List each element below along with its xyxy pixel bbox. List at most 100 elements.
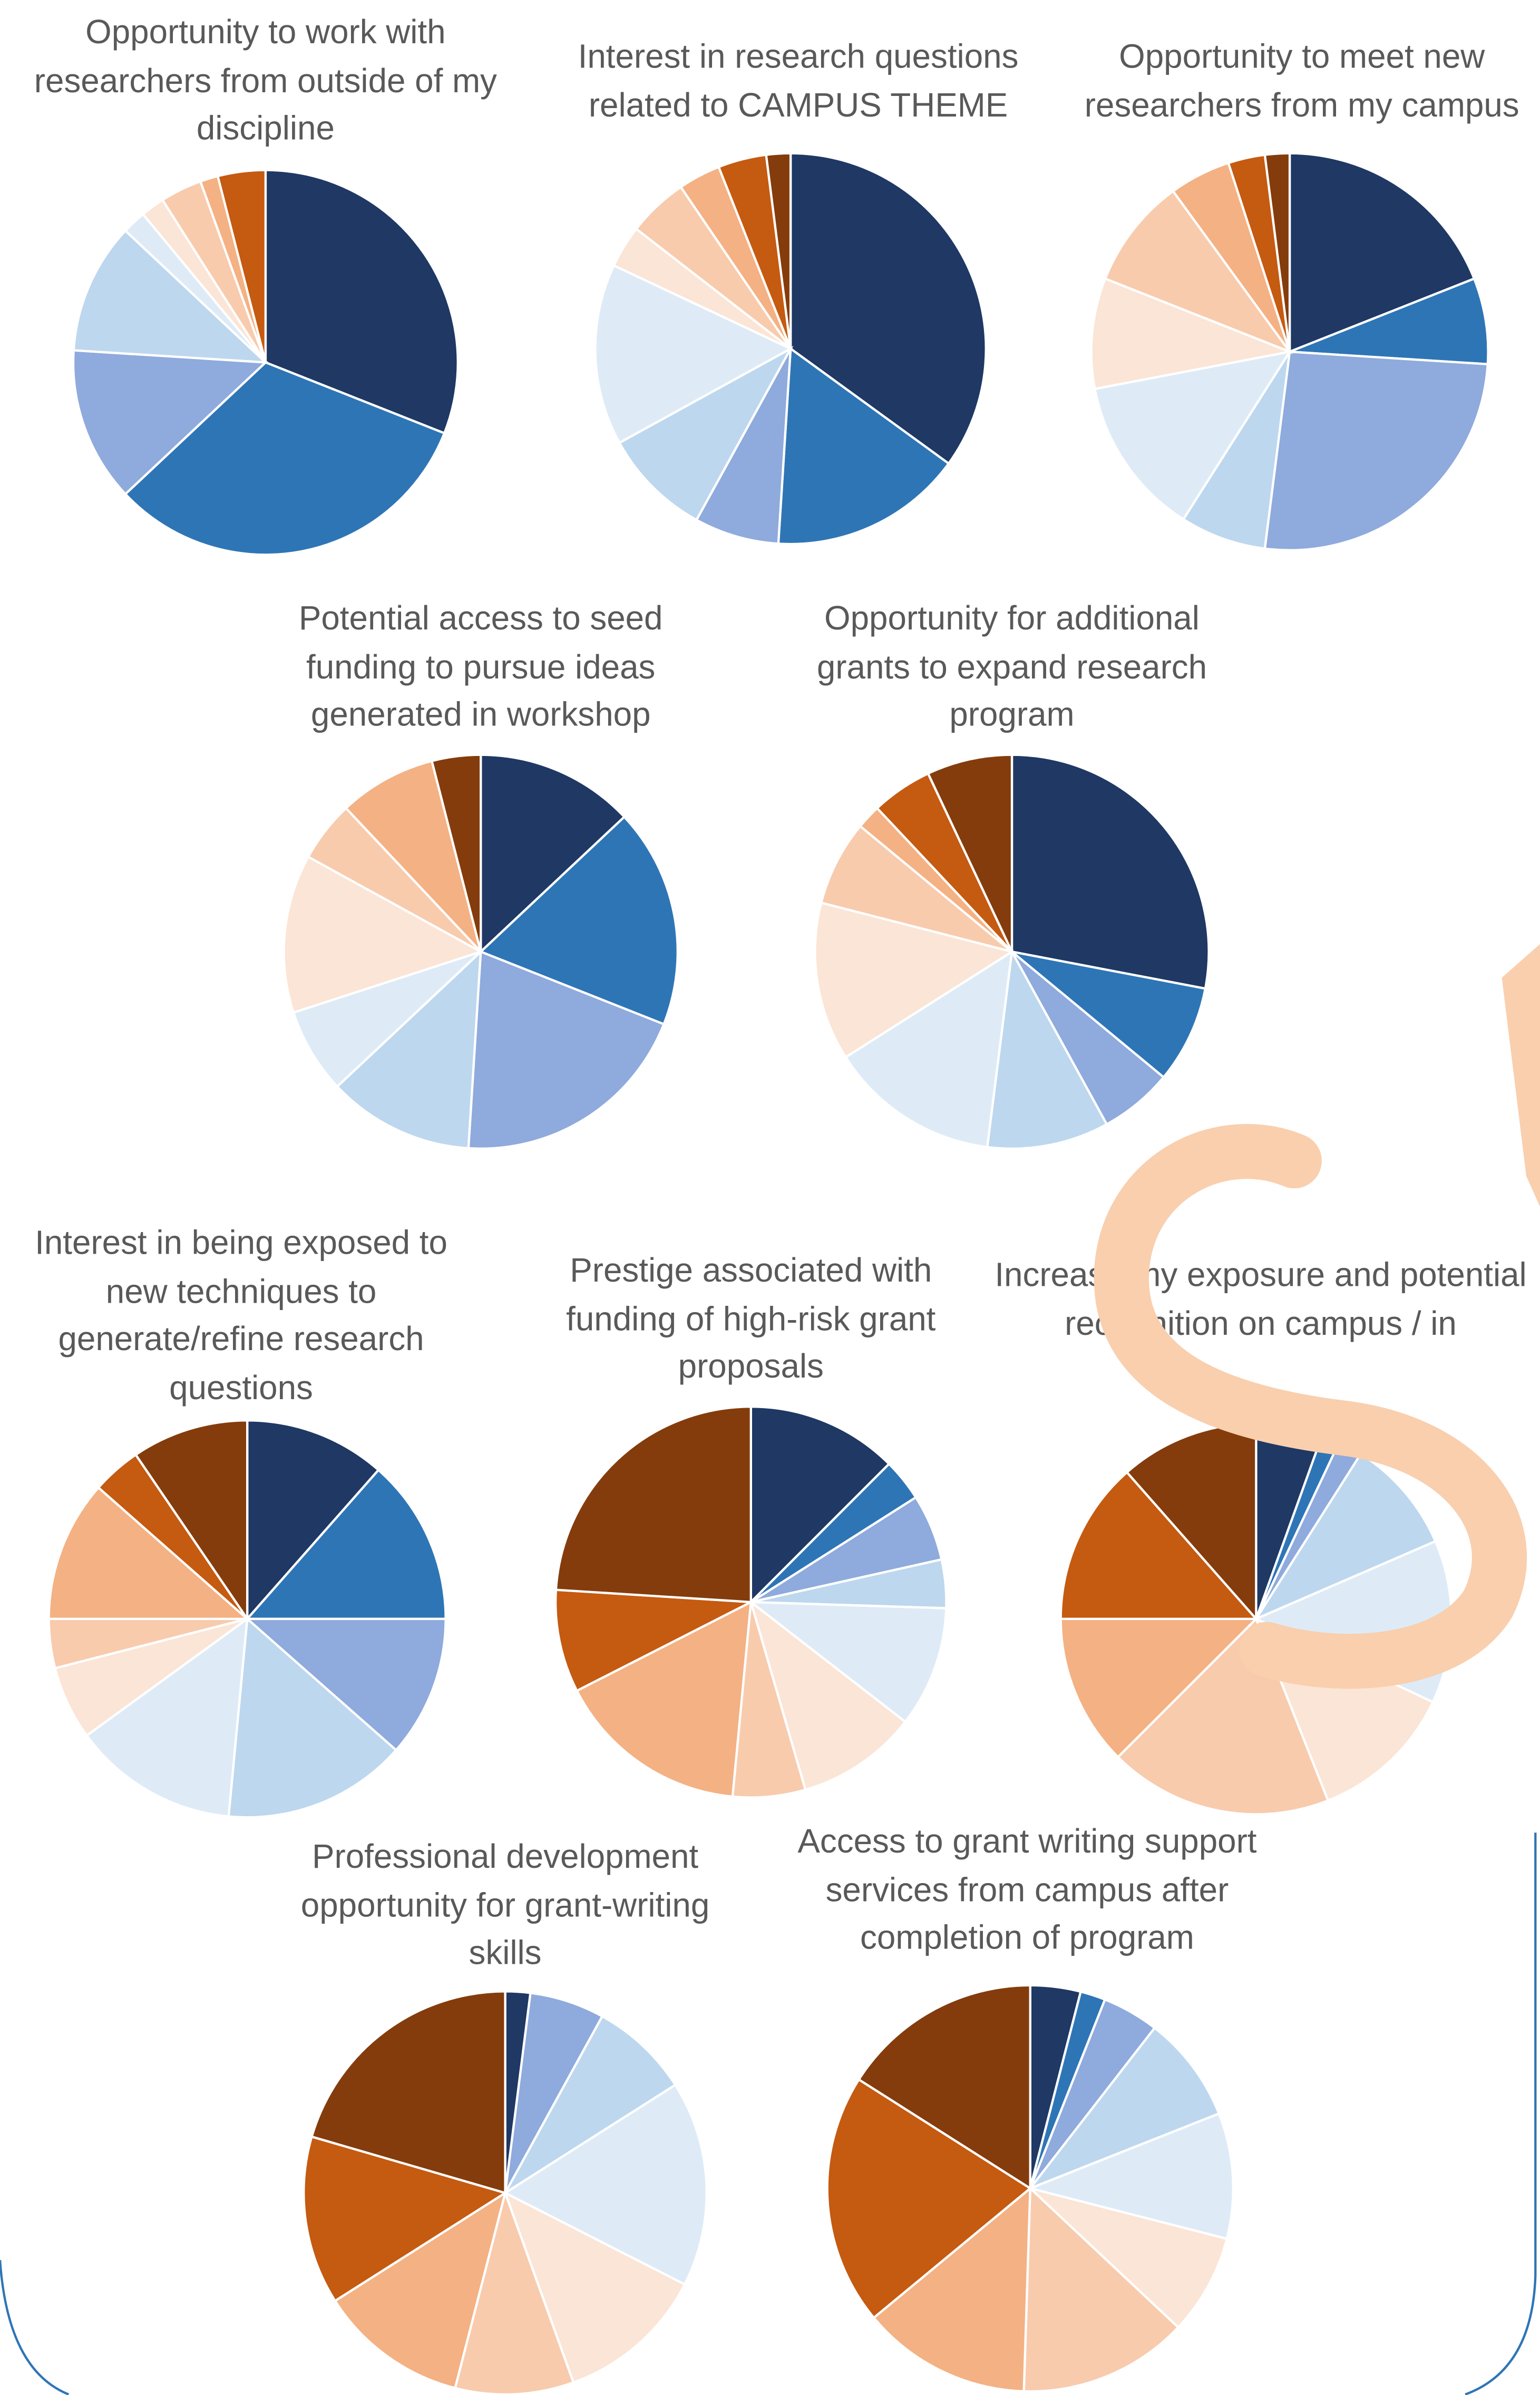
chart-title: Opportunity to meet new researchers from…: [1084, 37, 1519, 124]
chart-title: Interest in being exposed to new techniq…: [35, 1223, 447, 1406]
pie-slice: [986, 948, 1108, 1150]
pie-slice: [695, 348, 792, 545]
pie-slice: [264, 169, 459, 435]
title-box: Opportunity to meet new researchers from…: [1084, 37, 1519, 124]
pie-slice: [134, 1419, 249, 1623]
pie-slice: [453, 2189, 575, 2395]
pie-slice: [1104, 189, 1293, 354]
pie-slice: [216, 169, 267, 363]
pie-chart: Professional development opportunity for…: [300, 1837, 710, 2395]
pie-slice: [1263, 350, 1489, 551]
pie-slice: [844, 949, 1013, 1149]
pie-slice: [430, 753, 482, 952]
pie-slice: [503, 2190, 687, 2384]
pie-slice: [1116, 1616, 1330, 1816]
title-box: Interest in research questions related t…: [578, 37, 1019, 124]
pie-slice: [85, 1616, 249, 1818]
pie-slice: [504, 1991, 604, 2194]
pie-chart: Interest in being exposed to new techniq…: [35, 1223, 447, 1819]
pie-slice: [310, 1990, 506, 2195]
border: [1465, 1832, 1537, 2395]
title-box: Interest in being exposed to new techniq…: [35, 1223, 447, 1406]
title-box: Potential access to seed funding to purs…: [298, 599, 663, 734]
pie-slice: [303, 2135, 508, 2303]
chart-title: Opportunity for additional grants to exp…: [816, 599, 1207, 734]
pie-chart: Interest in research questions related t…: [578, 37, 1019, 546]
pie-slice: [479, 815, 679, 1026]
pie-slice: [1022, 2186, 1180, 2393]
pie-slice: [1059, 1470, 1259, 1620]
pie-chart: Prestige associated with funding of high…: [554, 1250, 948, 1799]
pie-chart: Potential access to seed funding to purs…: [282, 599, 679, 1150]
pie-slice: [480, 753, 626, 955]
pie-slice: [765, 152, 792, 349]
chart-title: Opportunity to work with researchers fro…: [34, 13, 497, 148]
chart-title: Access to grant writing support services…: [797, 1821, 1257, 1956]
pie-slice: [504, 2014, 677, 2194]
pie-slice: [72, 349, 269, 496]
pie-slice: [333, 2190, 508, 2390]
pie-slice: [1027, 2026, 1221, 2191]
pie-slice: [227, 1616, 398, 1819]
pie-slice: [1182, 351, 1291, 550]
pie-slice: [1288, 152, 1476, 354]
pie-slice: [1059, 1617, 1259, 1759]
pie-slice: [749, 1405, 891, 1605]
pie-slice: [731, 1602, 807, 1799]
pie-slice: [618, 345, 794, 522]
pie-slice: [777, 346, 951, 546]
pie-chart: Opportunity to meet new researchers from…: [1084, 37, 1519, 551]
pie-slice: [820, 825, 1013, 953]
pie-slice: [1263, 152, 1291, 352]
chart-title: Potential access to seed funding to purs…: [298, 599, 663, 734]
pie-slice: [246, 1419, 381, 1622]
pie-slice: [575, 1600, 753, 1798]
charts: Opportunity to work with researchers fro…: [34, 13, 1527, 2395]
pie-chart: Opportunity to work with researchers fro…: [34, 13, 497, 556]
decoration: [1094, 1124, 1527, 1689]
title-box: Opportunity for additional grants to exp…: [816, 599, 1207, 734]
pie-slice: [1289, 277, 1489, 366]
chart-title: Increase my exposure and potential recog…: [995, 1255, 1527, 1342]
pie-slice: [747, 1601, 948, 1724]
pie-slice: [594, 264, 793, 444]
pie-slice: [554, 1405, 752, 1604]
title-box: Professional development opportunity for…: [300, 1837, 710, 1972]
pie-slice: [748, 1599, 907, 1791]
pie-slice: [872, 2186, 1032, 2393]
pie-slice: [814, 901, 1015, 1059]
decoration: [1502, 944, 1540, 1207]
pie-slice: [53, 1617, 248, 1738]
chart-title: Prestige associated with funding of high…: [566, 1250, 936, 1385]
pie-slice: [282, 855, 484, 1014]
pie-slice: [1093, 350, 1292, 521]
pie-slice: [927, 753, 1013, 953]
pie-slice: [1011, 951, 1207, 1079]
pie-slice: [245, 1468, 447, 1620]
chart-title: Interest in research questions related t…: [578, 37, 1019, 124]
pie-slice: [72, 229, 269, 364]
pie-slice: [789, 152, 987, 466]
title-box: Prestige associated with funding of high…: [566, 1250, 936, 1385]
pie-slice: [292, 951, 482, 1089]
pie-slice: [1029, 2187, 1229, 2329]
pie-slice: [1090, 277, 1294, 391]
border: [0, 2260, 70, 2395]
pie-slice: [1026, 2112, 1235, 2241]
pie-slice: [335, 948, 482, 1150]
pie-slice: [503, 2083, 708, 2286]
pie-chart: Opportunity for additional grants to exp…: [814, 599, 1210, 1150]
chart-title: Professional development opportunity for…: [300, 1837, 710, 1972]
pie-chart: Access to grant writing support services…: [797, 1821, 1257, 2393]
pie-slice: [467, 950, 666, 1150]
title-box: Opportunity to work with researchers fro…: [34, 13, 497, 148]
pie-slice: [47, 1486, 250, 1620]
pie-slice: [344, 759, 482, 953]
pie-slice: [244, 1617, 447, 1752]
pie-slice: [554, 1588, 755, 1693]
pie-slice: [1011, 951, 1165, 1126]
pie-slice: [857, 1984, 1031, 2190]
pie-slice: [826, 2078, 1032, 2320]
